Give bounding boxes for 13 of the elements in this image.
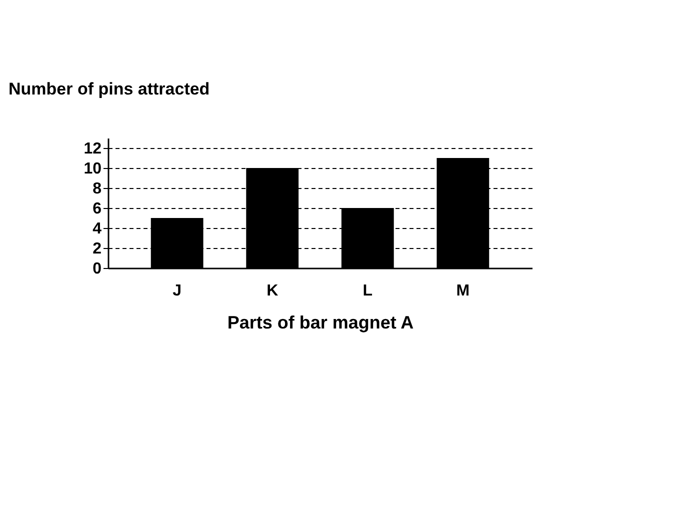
y-tick-label: 4 (92, 220, 102, 238)
y-tick-label: 12 (84, 140, 102, 158)
y-tick-label: 10 (84, 160, 102, 178)
y-tick-label: 6 (92, 200, 102, 218)
x-tick-label: K (266, 282, 279, 300)
y-axis-title: Number of pins attracted (8, 80, 210, 98)
y-tick-label: 0 (92, 260, 102, 278)
y-tick-label: 2 (92, 240, 102, 258)
x-tick-label: M (456, 282, 470, 300)
x-tick-label: L (362, 282, 373, 300)
x-tick-label: J (172, 282, 182, 300)
y-tick-label: 8 (92, 180, 102, 198)
x-axis-title: Parts of bar magnet A (227, 312, 414, 332)
